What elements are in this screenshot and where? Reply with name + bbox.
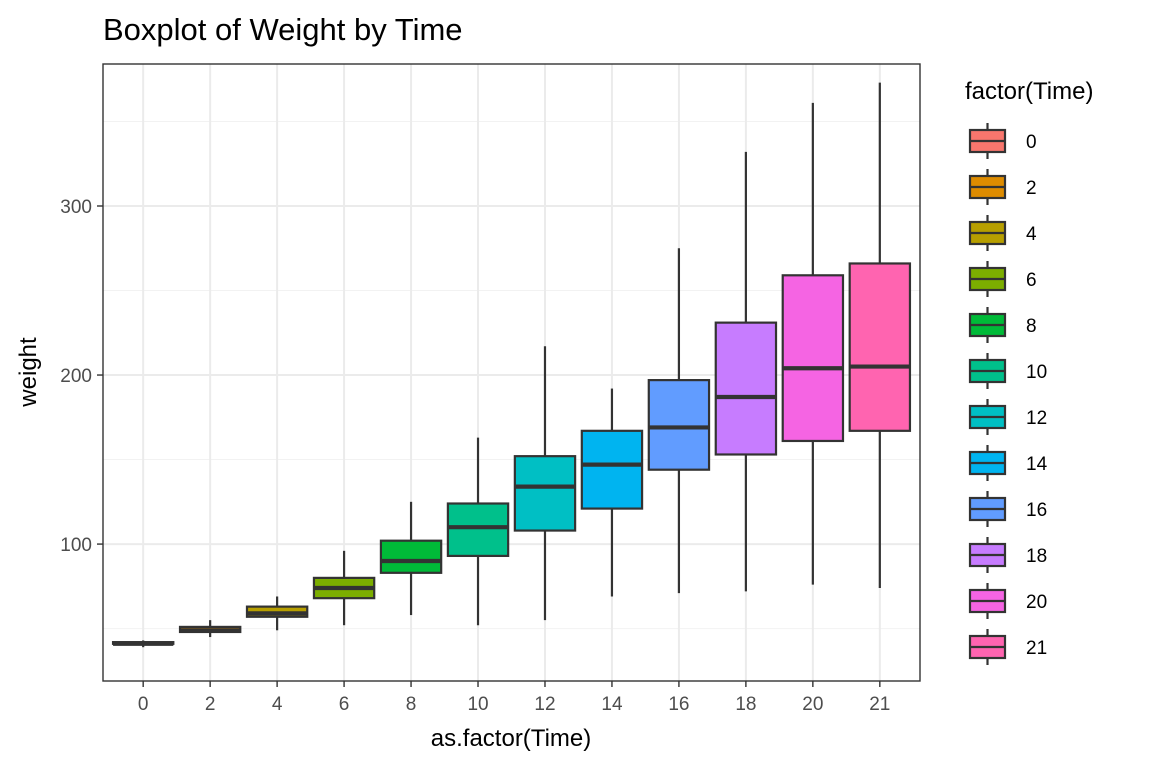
- legend-item: 2: [968, 169, 1037, 205]
- y-axis: 100 200 300: [60, 197, 103, 556]
- box-group: [111, 640, 175, 648]
- box: [580, 429, 644, 510]
- box-group: [513, 346, 577, 621]
- box-group: [647, 248, 711, 594]
- legend-label: 14: [1026, 454, 1048, 475]
- box: [513, 455, 577, 532]
- legend-label: 4: [1026, 224, 1037, 245]
- legend-label: 2: [1026, 178, 1037, 199]
- legend-label: 21: [1026, 638, 1047, 659]
- legend-item: 4: [968, 215, 1037, 251]
- x-axis: 0 2 4 6 8 10 12 14 16 18 20 21: [138, 681, 890, 715]
- x-tick-label: 14: [601, 694, 623, 715]
- legend-label: 8: [1026, 316, 1037, 337]
- box: [714, 321, 778, 456]
- y-tick-label: 300: [60, 197, 92, 218]
- grid-minor: [103, 120, 920, 630]
- legend-label: 12: [1026, 408, 1047, 429]
- legend-item: 20: [968, 583, 1047, 619]
- x-tick-label: 21: [869, 694, 890, 715]
- x-tick-label: 0: [138, 694, 149, 715]
- legend-item: 14: [968, 445, 1048, 481]
- panel-border: [102, 63, 921, 682]
- box-group: [178, 620, 242, 638]
- box-group: [379, 501, 443, 616]
- legend-item: 16: [968, 491, 1047, 527]
- box: [848, 262, 912, 432]
- legend-item: 0: [968, 123, 1037, 159]
- chart-title: Boxplot of Weight by Time: [103, 12, 463, 47]
- x-tick-label: 2: [205, 694, 216, 715]
- boxes: [111, 82, 912, 648]
- y-tick-label: 200: [60, 366, 92, 387]
- y-tick-label: 100: [60, 535, 92, 556]
- box: [379, 539, 443, 574]
- legend: 0 2 4 6 8 10 12 14 16 18 20 21: [968, 123, 1048, 665]
- box-group: [245, 596, 309, 631]
- x-tick-label: 16: [668, 694, 689, 715]
- legend-item: 6: [968, 261, 1037, 297]
- legend-label: 20: [1026, 592, 1047, 613]
- legend-item: 21: [968, 629, 1047, 665]
- x-tick-label: 20: [802, 694, 823, 715]
- legend-label: 0: [1026, 132, 1037, 153]
- legend-item: 12: [968, 399, 1047, 435]
- x-tick-label: 6: [339, 694, 350, 715]
- legend-label: 18: [1026, 546, 1047, 567]
- box: [647, 379, 711, 471]
- box-group: [714, 151, 778, 592]
- y-axis-title: weight: [15, 337, 42, 408]
- legend-item: 8: [968, 307, 1037, 343]
- box: [446, 502, 510, 558]
- box-group: [848, 82, 912, 589]
- legend-item: 10: [968, 353, 1047, 389]
- x-tick-label: 10: [467, 694, 488, 715]
- x-tick-label: 18: [735, 694, 756, 715]
- box-group: [446, 437, 510, 626]
- legend-label: 10: [1026, 362, 1047, 383]
- legend-item: 18: [968, 537, 1047, 573]
- box-group: [312, 550, 376, 626]
- box-group: [781, 102, 845, 585]
- x-tick-label: 4: [272, 694, 283, 715]
- box-group: [580, 388, 644, 597]
- legend-title: factor(Time): [965, 78, 1093, 105]
- legend-label: 6: [1026, 270, 1037, 291]
- legend-label: 16: [1026, 500, 1047, 521]
- x-axis-title: as.factor(Time): [431, 725, 591, 752]
- box: [781, 274, 845, 443]
- x-tick-label: 8: [406, 694, 417, 715]
- x-tick-label: 12: [534, 694, 555, 715]
